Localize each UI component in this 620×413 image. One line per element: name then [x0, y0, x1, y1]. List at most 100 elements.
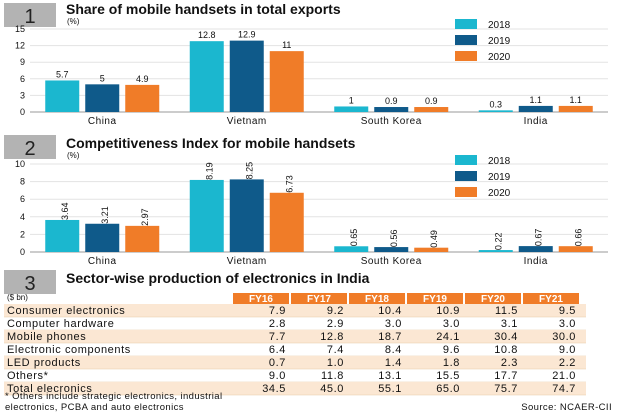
table-cell: 3.0 [385, 318, 402, 330]
row-background [4, 304, 586, 317]
data-label: 0.9 [425, 96, 438, 106]
bar-2019-china [85, 223, 120, 252]
y-tick-label: 15 [15, 24, 25, 34]
panel-2-y-axis: 0 2 4 6 8 10 [15, 159, 25, 257]
panel-2-legend: 2018 2019 2020 [455, 155, 511, 199]
data-label: 1.1 [569, 95, 582, 105]
table-cell: 18.7 [378, 331, 402, 343]
panel-1-number: 1 [24, 6, 35, 28]
table-cell: 11.5 [495, 305, 518, 317]
category-label: South Korea [361, 116, 422, 127]
table-cell: 2.3 [501, 357, 518, 369]
data-label: 3.64 [60, 202, 70, 220]
category-label: Vietnam [227, 256, 267, 267]
table-cell: 7.4 [327, 344, 344, 356]
table-cell: 55.1 [378, 383, 402, 395]
table-cell: 9.2 [327, 305, 344, 317]
data-label: 4.9 [136, 74, 149, 84]
panel-3-title: Sector-wise production of electronics in… [66, 270, 370, 286]
row-label: Electronic components [7, 344, 131, 356]
table-cell: 3.0 [443, 318, 460, 330]
column-header: FY20 [481, 294, 505, 305]
bar-2018-india [478, 250, 513, 252]
legend-swatch [455, 19, 477, 29]
row-label: Computer hardware [7, 318, 114, 330]
column-header-cell [291, 293, 347, 304]
table-cell: 15.5 [436, 370, 460, 382]
bar-2020-south-korea [414, 107, 449, 112]
panel-2-bars [45, 179, 593, 252]
table-cell: 12.8 [320, 331, 344, 343]
panel-1-y-axis: 0 3 6 9 12 15 [15, 24, 25, 117]
bar-2019-china [85, 84, 120, 112]
data-label: 1 [349, 95, 354, 105]
bar-2020-vietnam [269, 51, 304, 112]
data-label: 0.22 [494, 233, 504, 251]
legend-swatch [455, 51, 477, 61]
row-background [4, 382, 586, 395]
row-background [4, 330, 586, 343]
data-label: 0.3 [489, 99, 502, 109]
bar-2020-south-korea [414, 247, 449, 252]
bar-2018-china [45, 219, 80, 252]
legend-swatch [455, 155, 477, 165]
legend-label: 2019 [488, 172, 511, 183]
row-background [4, 356, 586, 369]
table-cell: 45.0 [320, 383, 344, 395]
table-cell: 10.4 [378, 305, 402, 317]
table-cell: 9.5 [559, 305, 576, 317]
column-header: FY16 [249, 294, 273, 305]
y-tick-label: 0 [20, 247, 25, 257]
legend-swatch [455, 187, 477, 197]
y-tick-label: 4 [20, 212, 25, 222]
column-header-cell [349, 293, 405, 304]
data-label: 12.9 [238, 30, 256, 40]
panel-1-legend: 2018 2019 2020 [455, 19, 511, 63]
table-cell: 75.7 [494, 383, 518, 395]
data-label: 2.97 [140, 208, 150, 226]
table-cell: 7.9 [269, 305, 286, 317]
category-label: China [88, 116, 117, 127]
category-label: Vietnam [227, 116, 267, 127]
panel-3-number: 3 [24, 273, 35, 295]
category-label: South Korea [361, 256, 422, 267]
table-cell: 0.7 [269, 357, 286, 369]
bar-2019-india [518, 105, 553, 112]
data-label: 0.67 [534, 229, 544, 247]
y-tick-label: 9 [20, 57, 25, 67]
bar-2018-south-korea [334, 106, 369, 112]
column-header: FY17 [307, 294, 331, 305]
data-label: 5.7 [56, 69, 69, 79]
data-label: 6.73 [285, 175, 295, 193]
bar-2020-china [125, 225, 160, 252]
y-tick-label: 0 [20, 107, 25, 117]
panel-3-unit: ($ bn) [7, 293, 28, 302]
bar-2019-india [518, 246, 553, 252]
legend-label: 2018 [488, 156, 511, 167]
production-table: FY16 FY17 FY18 FY19 FY20 FY21 Consumer electro… [4, 293, 586, 396]
table-cell: 74.7 [552, 383, 576, 395]
legend-label: 2018 [488, 20, 511, 31]
data-label: 3.21 [100, 206, 110, 224]
y-tick-label: 3 [20, 90, 25, 100]
footnote: * Others include strategic electronics, … [5, 391, 612, 413]
panel-2-unit: (%) [67, 151, 80, 160]
panel-2-data-labels: 3.64 3.21 2.97 8.19 8.25 6.73 0.65 0.56 0.49 0.22… [60, 162, 584, 250]
data-label: 8.25 [245, 162, 255, 180]
data-label: 0.49 [429, 230, 439, 248]
table-cell: 7.7 [269, 331, 286, 343]
category-label: China [88, 256, 117, 267]
panel-2-badge [4, 135, 56, 159]
table-cell: 13.1 [378, 370, 402, 382]
panel-3: 3 Sector-wise production of electronics … [4, 270, 586, 396]
source-note: Source: NCAER-CII [521, 402, 612, 413]
table-cell: 2.8 [269, 318, 286, 330]
table-cell: 9.6 [443, 344, 460, 356]
bar-2018-vietnam [189, 179, 224, 252]
table-cell: 24.1 [436, 331, 460, 343]
table-cell: 2.2 [559, 357, 576, 369]
panel-3-badge [4, 270, 56, 294]
table-cell: 30.4 [494, 331, 518, 343]
footnote-line-1: * Others include strategic electronics, … [5, 391, 222, 402]
